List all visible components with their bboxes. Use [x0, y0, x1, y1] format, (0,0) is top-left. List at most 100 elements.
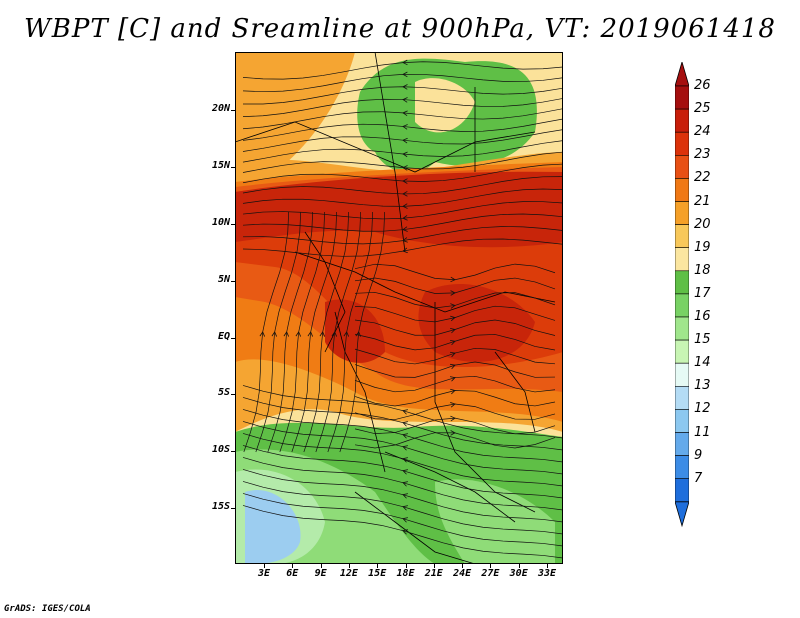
streamline-arrow [402, 97, 408, 103]
streamline-arrow [402, 529, 408, 535]
country-border [334, 311, 386, 473]
latitude-label: 5N [217, 274, 230, 285]
shading-region [235, 52, 355, 182]
colorbar-swatch [674, 201, 690, 225]
streamline-arrow [402, 226, 408, 232]
colorbar-swatches [674, 60, 690, 528]
country-border [384, 451, 516, 523]
streamline-arrow [402, 493, 408, 499]
longitude-tick [462, 564, 464, 568]
colorbar-swatch [674, 85, 690, 110]
streamline-arrow [450, 303, 456, 309]
streamline-arrow [402, 445, 408, 451]
longitude-label: 9E [314, 568, 327, 579]
streamline-arrow [402, 433, 408, 439]
streamline-arrow [402, 203, 408, 209]
streamline-arrow [402, 191, 408, 197]
weather-map [234, 51, 564, 565]
country-border [434, 302, 536, 513]
streamline-arrow [402, 137, 408, 144]
latitude-tick [231, 338, 235, 339]
streamline-arrow [450, 290, 456, 296]
colorbar-label: 11 [694, 424, 711, 440]
streamline-arrow [402, 505, 408, 511]
streamline-arrow [271, 331, 278, 337]
latitude-label: 10N [211, 217, 230, 228]
shading-region [418, 283, 535, 362]
colorbar-swatch [674, 409, 690, 433]
latitude-label: 20N [211, 103, 230, 114]
longitude-label: 6E [286, 568, 299, 579]
streamline-arrow [450, 363, 456, 370]
streamline-arrow [283, 331, 290, 337]
streamline-arrow [450, 415, 456, 422]
latitude-tick [231, 394, 235, 395]
colorbar-label: 19 [694, 239, 711, 255]
streamline-arrow [402, 151, 408, 158]
shading-region [325, 299, 385, 363]
country-border [294, 251, 556, 313]
streamline-arrow [402, 178, 408, 184]
longitude-tick [518, 564, 520, 568]
streamline-arrow [402, 469, 408, 475]
colorbar-label: 18 [694, 262, 711, 278]
colorbar-swatch [674, 270, 690, 295]
latitude-tick [231, 281, 235, 282]
streamline-arrow [402, 124, 408, 130]
colorbar-swatch [674, 247, 690, 272]
colorbar-label: 16 [694, 309, 711, 324]
colorbar-label: 22 [694, 170, 711, 186]
latitude-label: 10S [211, 444, 230, 455]
streamline-arrow [331, 331, 338, 337]
longitude-label: 15E [368, 568, 387, 579]
colorbar-swatch [674, 432, 690, 456]
longitude-tick [433, 564, 435, 568]
latitude-tick [231, 110, 235, 111]
colorbar-label: 12 [694, 401, 711, 417]
longitude-tick [377, 564, 379, 568]
streamline-arrow [450, 276, 456, 283]
longitude-tick [490, 564, 492, 568]
longitude-label: 33E [537, 568, 557, 579]
colorbar-label: 20 [694, 216, 711, 232]
map-panel [234, 51, 564, 568]
colorbar-label: 14 [694, 355, 711, 371]
streamline-arrow [450, 376, 456, 382]
latitude-label: 15S [211, 501, 230, 512]
shading-region [245, 490, 301, 564]
colorbar-swatch [674, 362, 690, 387]
streamline-arrow [450, 351, 456, 358]
streamline-arrow [402, 110, 408, 116]
streamline-arrow [402, 59, 408, 66]
colorbar-label: 9 [694, 447, 703, 463]
latitude-label: 5S [217, 387, 230, 398]
streamline-arrow [307, 331, 314, 337]
latitude-tick [231, 508, 235, 509]
colorbar-label: 23 [694, 147, 711, 163]
streamline-arrow [402, 165, 408, 171]
colorbar-swatch [674, 293, 690, 318]
streamline-arrow [450, 388, 456, 395]
longitude-label: 18E [396, 568, 415, 579]
streamline-arrow [402, 215, 408, 221]
country-border [374, 51, 406, 253]
streamline-arrow [402, 237, 408, 243]
streamline-arrow [450, 402, 456, 408]
shading-region [235, 171, 563, 248]
colorbar-label: 26 [694, 78, 711, 93]
colorbar-label: 7 [694, 470, 703, 486]
colorbar-label: 25 [694, 101, 711, 117]
longitude-tick [547, 564, 548, 568]
streamline-arrow [319, 331, 326, 337]
streamline-arrow [402, 409, 408, 415]
streamline-arrow [450, 327, 456, 334]
map-title: WBPT [C] and Sreamline at 900hPa, VT: 20… [24, 14, 776, 44]
streamline-arrow [343, 331, 350, 337]
streamline-arrow [450, 339, 456, 346]
longitude-label: 27E [481, 568, 500, 579]
colorbar-swatch [674, 131, 690, 156]
streamline-arrow [450, 315, 456, 322]
streamline-arrow [402, 84, 408, 90]
longitude-tick [405, 564, 407, 568]
streamline-arrow [402, 421, 408, 427]
